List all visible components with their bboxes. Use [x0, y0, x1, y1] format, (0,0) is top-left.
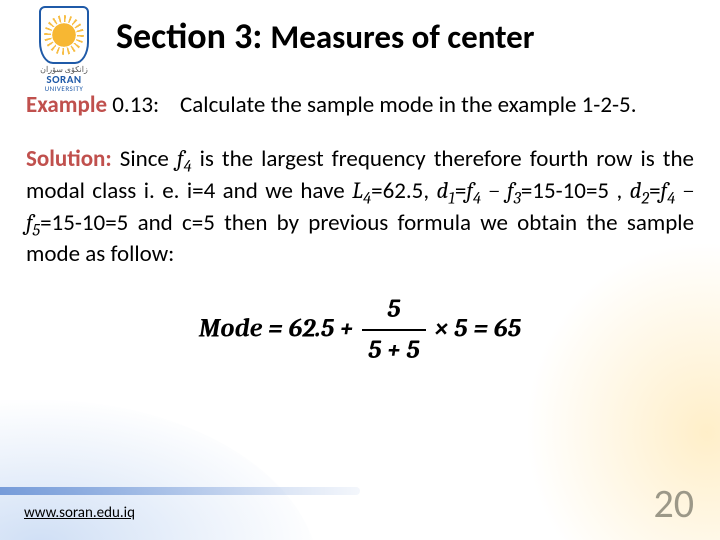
sol-d2eq: =15-10=5: [40, 209, 138, 237]
formula-result: 65: [494, 314, 521, 344]
formula-num: 5: [362, 292, 426, 331]
sol-L4eq: =62.5,: [371, 177, 436, 205]
example-block: Example 0.13: Calculate the sample mode …: [26, 90, 694, 121]
formula-lhs: Mode: [199, 314, 263, 344]
title-sub: Measures of center: [270, 17, 534, 57]
example-label: Example: [26, 91, 107, 119]
slide-title: Section 3: Measures of center: [116, 14, 534, 58]
formula-mult: 5: [454, 314, 468, 344]
formula-den: 5 + 5: [362, 331, 426, 368]
formula-base: 62.5: [289, 314, 335, 344]
solution-block: Solution: Since f4 is the largest freque…: [26, 143, 694, 270]
example-text: Calculate the sample mode in the example…: [180, 91, 637, 119]
title-main: Section 3:: [116, 14, 270, 58]
sol-p1: Since: [120, 145, 177, 173]
page-number: 20: [653, 479, 694, 528]
mode-formula: Mode = 62.5 + 5 5 + 5 × 5 = 65: [26, 292, 694, 368]
sol-d1eq: =15-10=5 ,: [521, 177, 630, 205]
example-number: 0.13:: [112, 91, 159, 119]
university-logo: زانکۆی سۆران SORAN UNIVERSITY: [24, 6, 104, 86]
footer-url[interactable]: www.soran.edu.iq: [24, 504, 135, 522]
solution-label: Solution:: [26, 145, 120, 173]
